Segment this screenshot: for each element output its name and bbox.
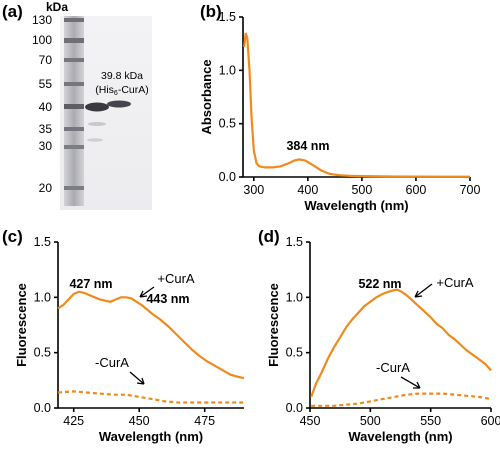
y-tick-label: 0.0 <box>286 401 303 415</box>
series-line-plus <box>57 290 245 380</box>
gel-panel: kDa 130 100 70 55 40 35 30 20 39.8 kDa (… <box>32 0 152 210</box>
arrow-plus <box>139 286 155 298</box>
x-tick-label: 425 <box>63 414 84 428</box>
faint-band <box>87 138 103 142</box>
band-mass-label: 39.8 kDa <box>101 70 143 82</box>
marker-label-40: 40 <box>39 100 53 114</box>
protein-band-2 <box>107 100 131 108</box>
panel-label-b: (b) <box>200 2 222 21</box>
x-tick-label: 500 <box>351 183 372 197</box>
y-tick-label: 0.5 <box>286 346 303 360</box>
faint-band <box>88 122 106 126</box>
y-tick-label: 1.5 <box>219 10 236 24</box>
y-axis-label: Absorbance <box>199 59 214 134</box>
x-tick-label: 400 <box>297 183 318 197</box>
axis-lines <box>309 242 491 409</box>
marker-lane <box>64 16 84 206</box>
axis-lines <box>242 17 470 178</box>
band-name-label: (His6-CurA) <box>95 84 149 97</box>
peak-label-522: 522 nm <box>358 277 401 291</box>
y-tick-label: 0.5 <box>219 117 236 131</box>
y-axis-label: Fluorescence <box>266 283 281 367</box>
marker-label-35: 35 <box>39 122 53 136</box>
axis-lines <box>57 242 244 409</box>
series-label-plus: +CurA <box>157 271 195 286</box>
x-tick-label: 450 <box>129 414 150 428</box>
fluorescence-chart-d: 0.0 0.5 1.0 1.5 450 500 550 600 Wavelength (nm) F… <box>266 235 500 444</box>
marker-label-55: 55 <box>39 77 53 91</box>
peak-label-384: 384 nm <box>286 139 329 153</box>
panel-label-d: (d) <box>258 227 280 246</box>
marker-bands <box>64 18 84 190</box>
y-tick-label: 1.0 <box>34 290 51 304</box>
y-axis-label: Fluorescence <box>14 283 29 367</box>
x-axis-label: Wavelength (nm) <box>304 198 408 213</box>
x-axis-label: Wavelength (nm) <box>99 429 203 444</box>
marker-label-100: 100 <box>32 33 52 47</box>
y-tick-label: 0.0 <box>219 170 236 184</box>
marker-label-70: 70 <box>39 53 53 67</box>
arrow-minus <box>400 376 421 389</box>
x-tick-label: 450 <box>300 414 321 428</box>
marker-label-130: 130 <box>32 13 52 27</box>
gel-unit-label: kDa <box>46 0 68 14</box>
x-tick-label: 475 <box>194 414 215 428</box>
series-line <box>243 32 470 178</box>
y-tick-label: 0.0 <box>34 401 51 415</box>
y-tick-label: 1.5 <box>286 235 303 249</box>
series-label-minus: -CurA <box>376 360 410 375</box>
arrow-plus <box>414 283 433 298</box>
x-tick-label: 300 <box>243 183 264 197</box>
marker-labels: 130 100 70 55 40 35 30 20 <box>32 13 52 195</box>
y-tick-label: 1.0 <box>286 290 303 304</box>
series-label-minus: -CurA <box>95 355 129 370</box>
absorbance-chart: 0.0 0.5 1.0 1.5 300 400 500 600 700 Wavelength (n… <box>199 10 480 213</box>
peak-label-443: 443 nm <box>146 292 189 306</box>
series-line-plus <box>310 288 492 398</box>
series-label-plus: +CurA <box>436 275 474 290</box>
arrow-minus <box>129 371 145 385</box>
panel-label-c: (c) <box>2 227 23 246</box>
x-axis-label: Wavelength (nm) <box>348 429 452 444</box>
y-tick-label: 0.5 <box>34 346 51 360</box>
series-line-minus <box>311 392 492 407</box>
x-tick-label: 600 <box>481 414 500 428</box>
y-tick-label: 1.0 <box>219 63 236 77</box>
x-tick-label: 700 <box>460 183 481 197</box>
y-tick-label: 1.5 <box>34 235 51 249</box>
marker-label-20: 20 <box>39 181 53 195</box>
protein-band-1 <box>85 102 109 112</box>
x-tick-label: 550 <box>420 414 441 428</box>
peak-label-427: 427 nm <box>69 277 112 291</box>
x-tick-label: 600 <box>406 183 427 197</box>
marker-label-30: 30 <box>39 139 53 153</box>
series-line-minus <box>57 390 244 404</box>
panel-label-a: (a) <box>2 2 23 21</box>
x-tick-label: 500 <box>360 414 381 428</box>
